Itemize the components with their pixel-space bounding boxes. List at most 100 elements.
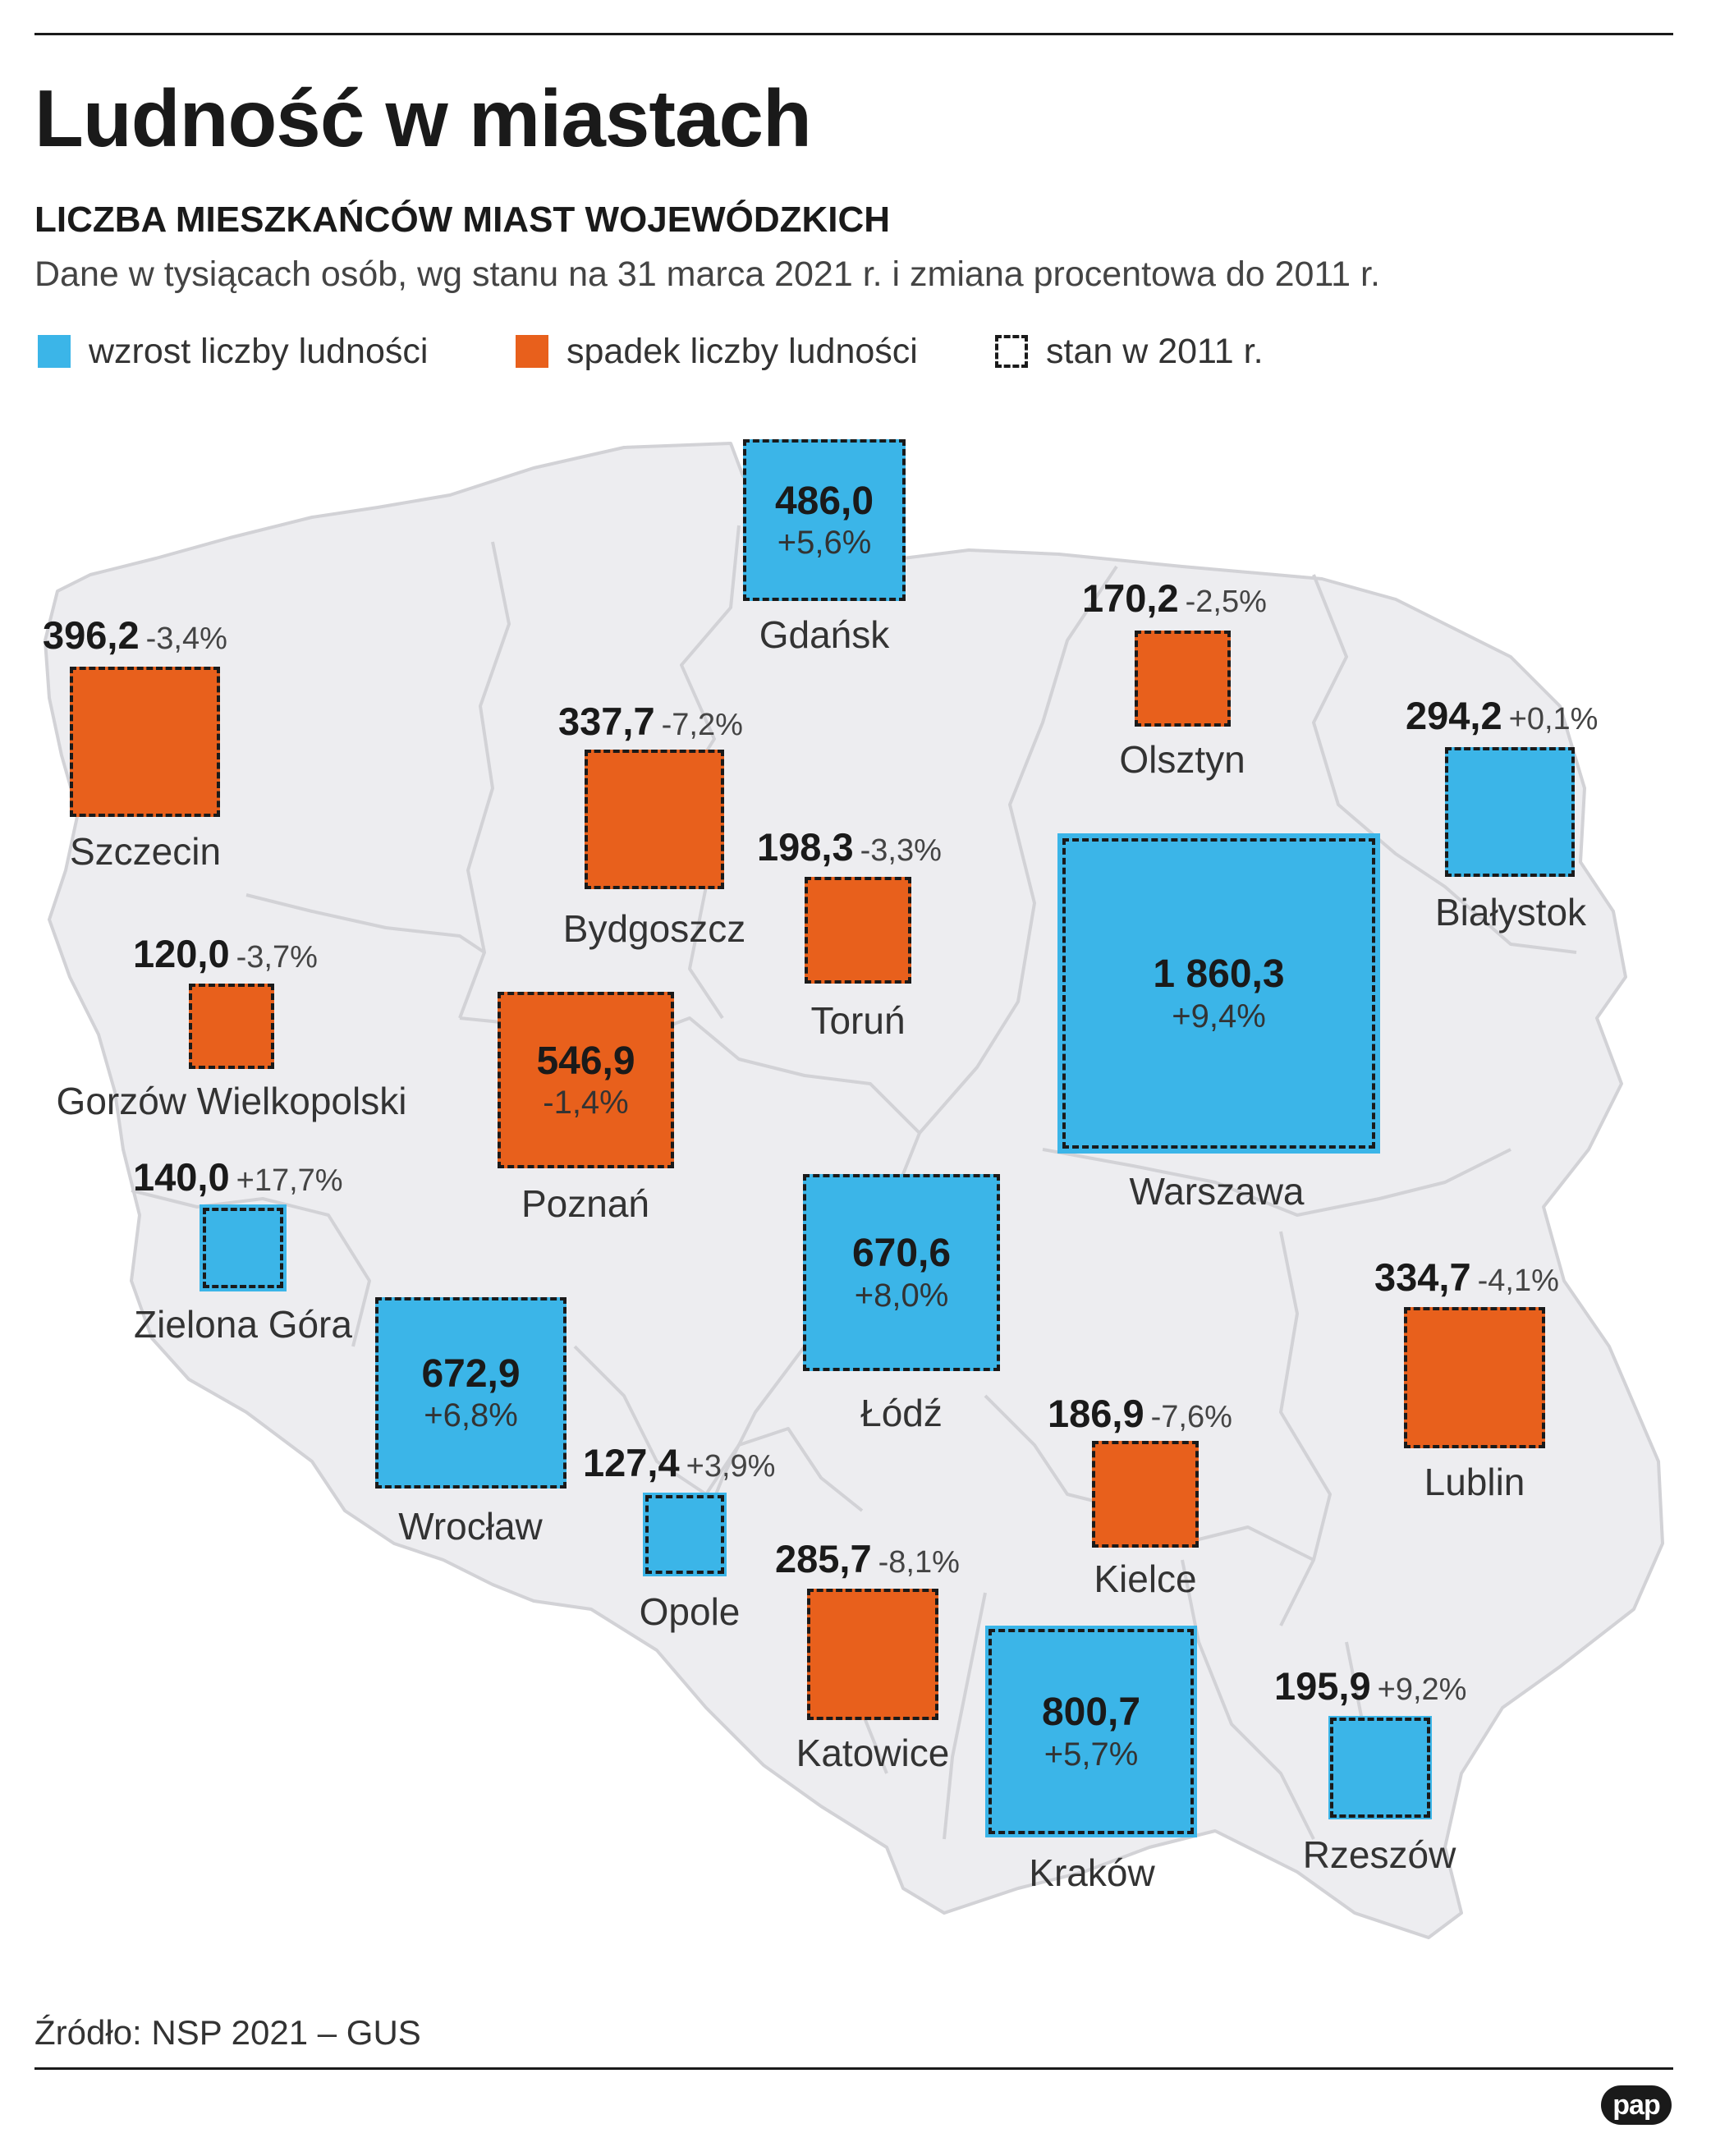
city-square-torun[interactable] bbox=[805, 877, 911, 984]
rzeszow-change: +9,2% bbox=[1377, 1672, 1467, 1707]
kielce-value: 186,9 bbox=[1048, 1392, 1144, 1435]
city-square-poznan[interactable]: 546,9 -1,4% bbox=[498, 992, 674, 1168]
city-square-bialystok[interactable] bbox=[1445, 747, 1575, 877]
olsztyn-name: Olsztyn bbox=[1119, 738, 1245, 781]
szczecin-value: 396,2 bbox=[43, 613, 140, 657]
city-square-lublin[interactable] bbox=[1404, 1307, 1545, 1448]
opole-value: 127,4 bbox=[583, 1441, 680, 1484]
katowice-value: 285,7 bbox=[775, 1537, 872, 1580]
legend-decrease-label: spadek liczby ludności bbox=[567, 331, 918, 371]
szczecin-label: 396,2 -3,4% bbox=[43, 616, 227, 654]
state-2011-outline bbox=[807, 1589, 938, 1720]
legend-2011: stan w 2011 r. bbox=[995, 328, 1264, 374]
state-2011-outline bbox=[1092, 1441, 1199, 1548]
gdansk-change: +5,6% bbox=[777, 525, 872, 562]
state-2011-outline bbox=[585, 750, 724, 889]
city-square-lodz[interactable]: 670,6 +8,0% bbox=[803, 1174, 1000, 1371]
city-square-opole[interactable] bbox=[643, 1493, 727, 1576]
opole-name: Opole bbox=[639, 1590, 741, 1633]
bydgoszcz-change: -7,2% bbox=[661, 708, 743, 742]
kielce-name: Kielce bbox=[1094, 1557, 1197, 1600]
city-square-szczecin[interactable] bbox=[70, 667, 220, 817]
poznan-value: 546,9 bbox=[536, 1039, 635, 1083]
border-6 bbox=[918, 565, 1118, 1135]
katowice-change: -8,1% bbox=[878, 1545, 960, 1580]
warszawa-value: 1 860,3 bbox=[1153, 952, 1285, 997]
city-square-wroclaw[interactable]: 672,9 +6,8% bbox=[375, 1297, 567, 1489]
legend-increase-label: wzrost liczby ludności bbox=[89, 331, 429, 371]
state-2011-outline bbox=[375, 1297, 567, 1489]
city-square-olsztyn[interactable] bbox=[1135, 631, 1231, 727]
city-square-gorzow[interactable] bbox=[189, 984, 274, 1069]
top-rule bbox=[34, 33, 1673, 35]
state-2011-outline bbox=[1062, 838, 1375, 1149]
lodz-value: 670,6 bbox=[851, 1232, 952, 1276]
lublin-label: 334,7 -4,1% bbox=[1374, 1258, 1559, 1296]
zielonagora-change: +17,7% bbox=[236, 1163, 343, 1198]
warszawa-change: +9,4% bbox=[1172, 998, 1266, 1034]
border-7 bbox=[1312, 574, 1577, 954]
city-square-krakow[interactable]: 800,7 +5,7% bbox=[985, 1626, 1197, 1837]
legend-2011-swatch bbox=[995, 335, 1028, 368]
bydgoszcz-value: 337,7 bbox=[558, 700, 655, 743]
torun-change: -3,3% bbox=[860, 833, 942, 868]
bialystok-label: 294,2 +0,1% bbox=[1406, 696, 1598, 735]
rzeszow-value: 195,9 bbox=[1274, 1664, 1371, 1708]
gdansk-value: 486,0 bbox=[774, 479, 874, 523]
rzeszow-label: 195,9 +9,2% bbox=[1274, 1667, 1466, 1705]
wroclaw-name: Wrocław bbox=[398, 1505, 543, 1548]
legend-increase-swatch bbox=[38, 335, 71, 368]
border-11 bbox=[573, 1345, 864, 1512]
border-8 bbox=[1042, 1148, 1511, 1217]
olsztyn-change: -2,5% bbox=[1185, 585, 1267, 619]
gdansk-name: Gdańsk bbox=[759, 613, 890, 656]
city-square-bydgoszcz[interactable] bbox=[585, 750, 724, 889]
bialystok-value: 294,2 bbox=[1406, 694, 1502, 737]
city-square-rzeszow[interactable] bbox=[1328, 1716, 1432, 1819]
lublin-name: Lublin bbox=[1424, 1461, 1525, 1503]
state-2011-outline bbox=[1404, 1307, 1545, 1448]
bydgoszcz-label: 337,7 -7,2% bbox=[558, 702, 743, 741]
szczecin-name: Szczecin bbox=[69, 830, 222, 873]
krakow-value: 800,7 bbox=[1041, 1690, 1141, 1735]
kielce-change: -7,6% bbox=[1150, 1400, 1232, 1434]
lublin-change: -4,1% bbox=[1477, 1264, 1559, 1298]
zielonagora-label: 140,0 +17,7% bbox=[133, 1158, 343, 1196]
torun-name: Toruń bbox=[810, 999, 906, 1042]
zielonagora-value: 140,0 bbox=[133, 1155, 230, 1199]
szczecin-change: -3,4% bbox=[145, 622, 227, 656]
source-note: Źródło: NSP 2021 – GUS bbox=[34, 2013, 421, 2052]
city-square-kielce[interactable] bbox=[1092, 1441, 1199, 1548]
border-13 bbox=[943, 1592, 987, 1840]
state-2011-outline bbox=[70, 667, 220, 817]
city-square-zielonagora[interactable] bbox=[200, 1204, 287, 1291]
voivodeship-borders bbox=[131, 525, 1577, 1840]
gorzow-name: Gorzów Wielkopolski bbox=[56, 1080, 407, 1122]
city-square-katowice[interactable] bbox=[807, 1589, 938, 1720]
state-2011-outline bbox=[805, 877, 911, 984]
warszawa-name: Warszawa bbox=[1129, 1170, 1305, 1213]
pap-logo: pap bbox=[1601, 2085, 1672, 2125]
state-2011-outline bbox=[645, 1495, 724, 1574]
state-2011-outline bbox=[1135, 631, 1231, 727]
rzeszow-name: Rzeszów bbox=[1302, 1833, 1456, 1876]
page-title: Ludność w miastach bbox=[34, 73, 812, 163]
lublin-value: 334,7 bbox=[1374, 1255, 1471, 1299]
zielonagora-name: Zielona Góra bbox=[134, 1303, 352, 1346]
olsztyn-value: 170,2 bbox=[1082, 576, 1179, 620]
city-square-warszawa[interactable]: 1 860,3 +9,4% bbox=[1057, 833, 1380, 1154]
katowice-label: 285,7 -8,1% bbox=[775, 1539, 960, 1578]
olsztyn-label: 170,2 -2,5% bbox=[1082, 579, 1267, 617]
lodz-change: +8,0% bbox=[854, 1277, 949, 1314]
krakow-change: +5,7% bbox=[1044, 1736, 1139, 1773]
legend-increase: wzrost liczby ludności bbox=[38, 328, 428, 374]
lodz-name: Łódź bbox=[860, 1392, 943, 1434]
description: Dane w tysiącach osób, wg stanu na 31 ma… bbox=[34, 255, 1380, 294]
gorzow-change: -3,7% bbox=[236, 940, 318, 975]
gorzow-value: 120,0 bbox=[133, 932, 230, 975]
opole-label: 127,4 +3,9% bbox=[583, 1443, 775, 1482]
border-2 bbox=[245, 893, 486, 954]
border-3 bbox=[131, 1189, 371, 1347]
city-square-gdansk[interactable]: 486,0 +5,6% bbox=[743, 439, 906, 601]
bialystok-change: +0,1% bbox=[1508, 702, 1599, 736]
